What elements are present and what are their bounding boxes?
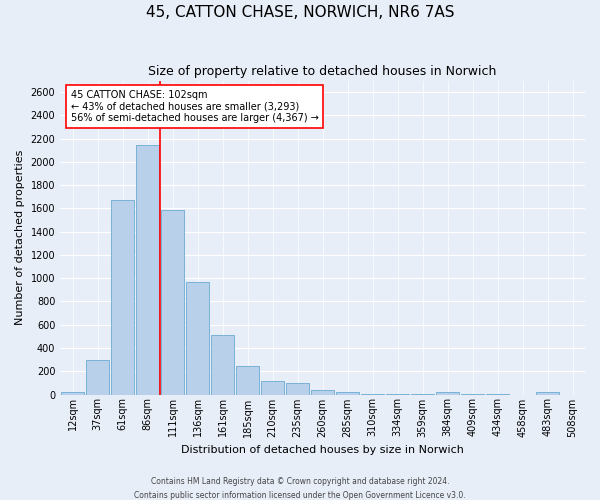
Y-axis label: Number of detached properties: Number of detached properties — [15, 150, 25, 325]
Bar — [86, 360, 109, 394]
Bar — [111, 200, 134, 394]
Bar — [336, 392, 359, 394]
Bar — [186, 282, 209, 395]
Bar — [161, 210, 184, 394]
Text: 45, CATTON CHASE, NORWICH, NR6 7AS: 45, CATTON CHASE, NORWICH, NR6 7AS — [146, 5, 454, 20]
Bar — [311, 390, 334, 394]
Title: Size of property relative to detached houses in Norwich: Size of property relative to detached ho… — [148, 65, 497, 78]
Bar — [261, 381, 284, 394]
Bar — [136, 144, 159, 394]
Bar — [536, 392, 559, 394]
Bar — [236, 366, 259, 394]
Bar — [211, 335, 234, 394]
Bar — [286, 384, 309, 394]
Bar — [436, 392, 459, 394]
Text: Contains HM Land Registry data © Crown copyright and database right 2024.
Contai: Contains HM Land Registry data © Crown c… — [134, 478, 466, 500]
Bar — [61, 392, 84, 394]
X-axis label: Distribution of detached houses by size in Norwich: Distribution of detached houses by size … — [181, 445, 464, 455]
Text: 45 CATTON CHASE: 102sqm
← 43% of detached houses are smaller (3,293)
56% of semi: 45 CATTON CHASE: 102sqm ← 43% of detache… — [71, 90, 319, 123]
